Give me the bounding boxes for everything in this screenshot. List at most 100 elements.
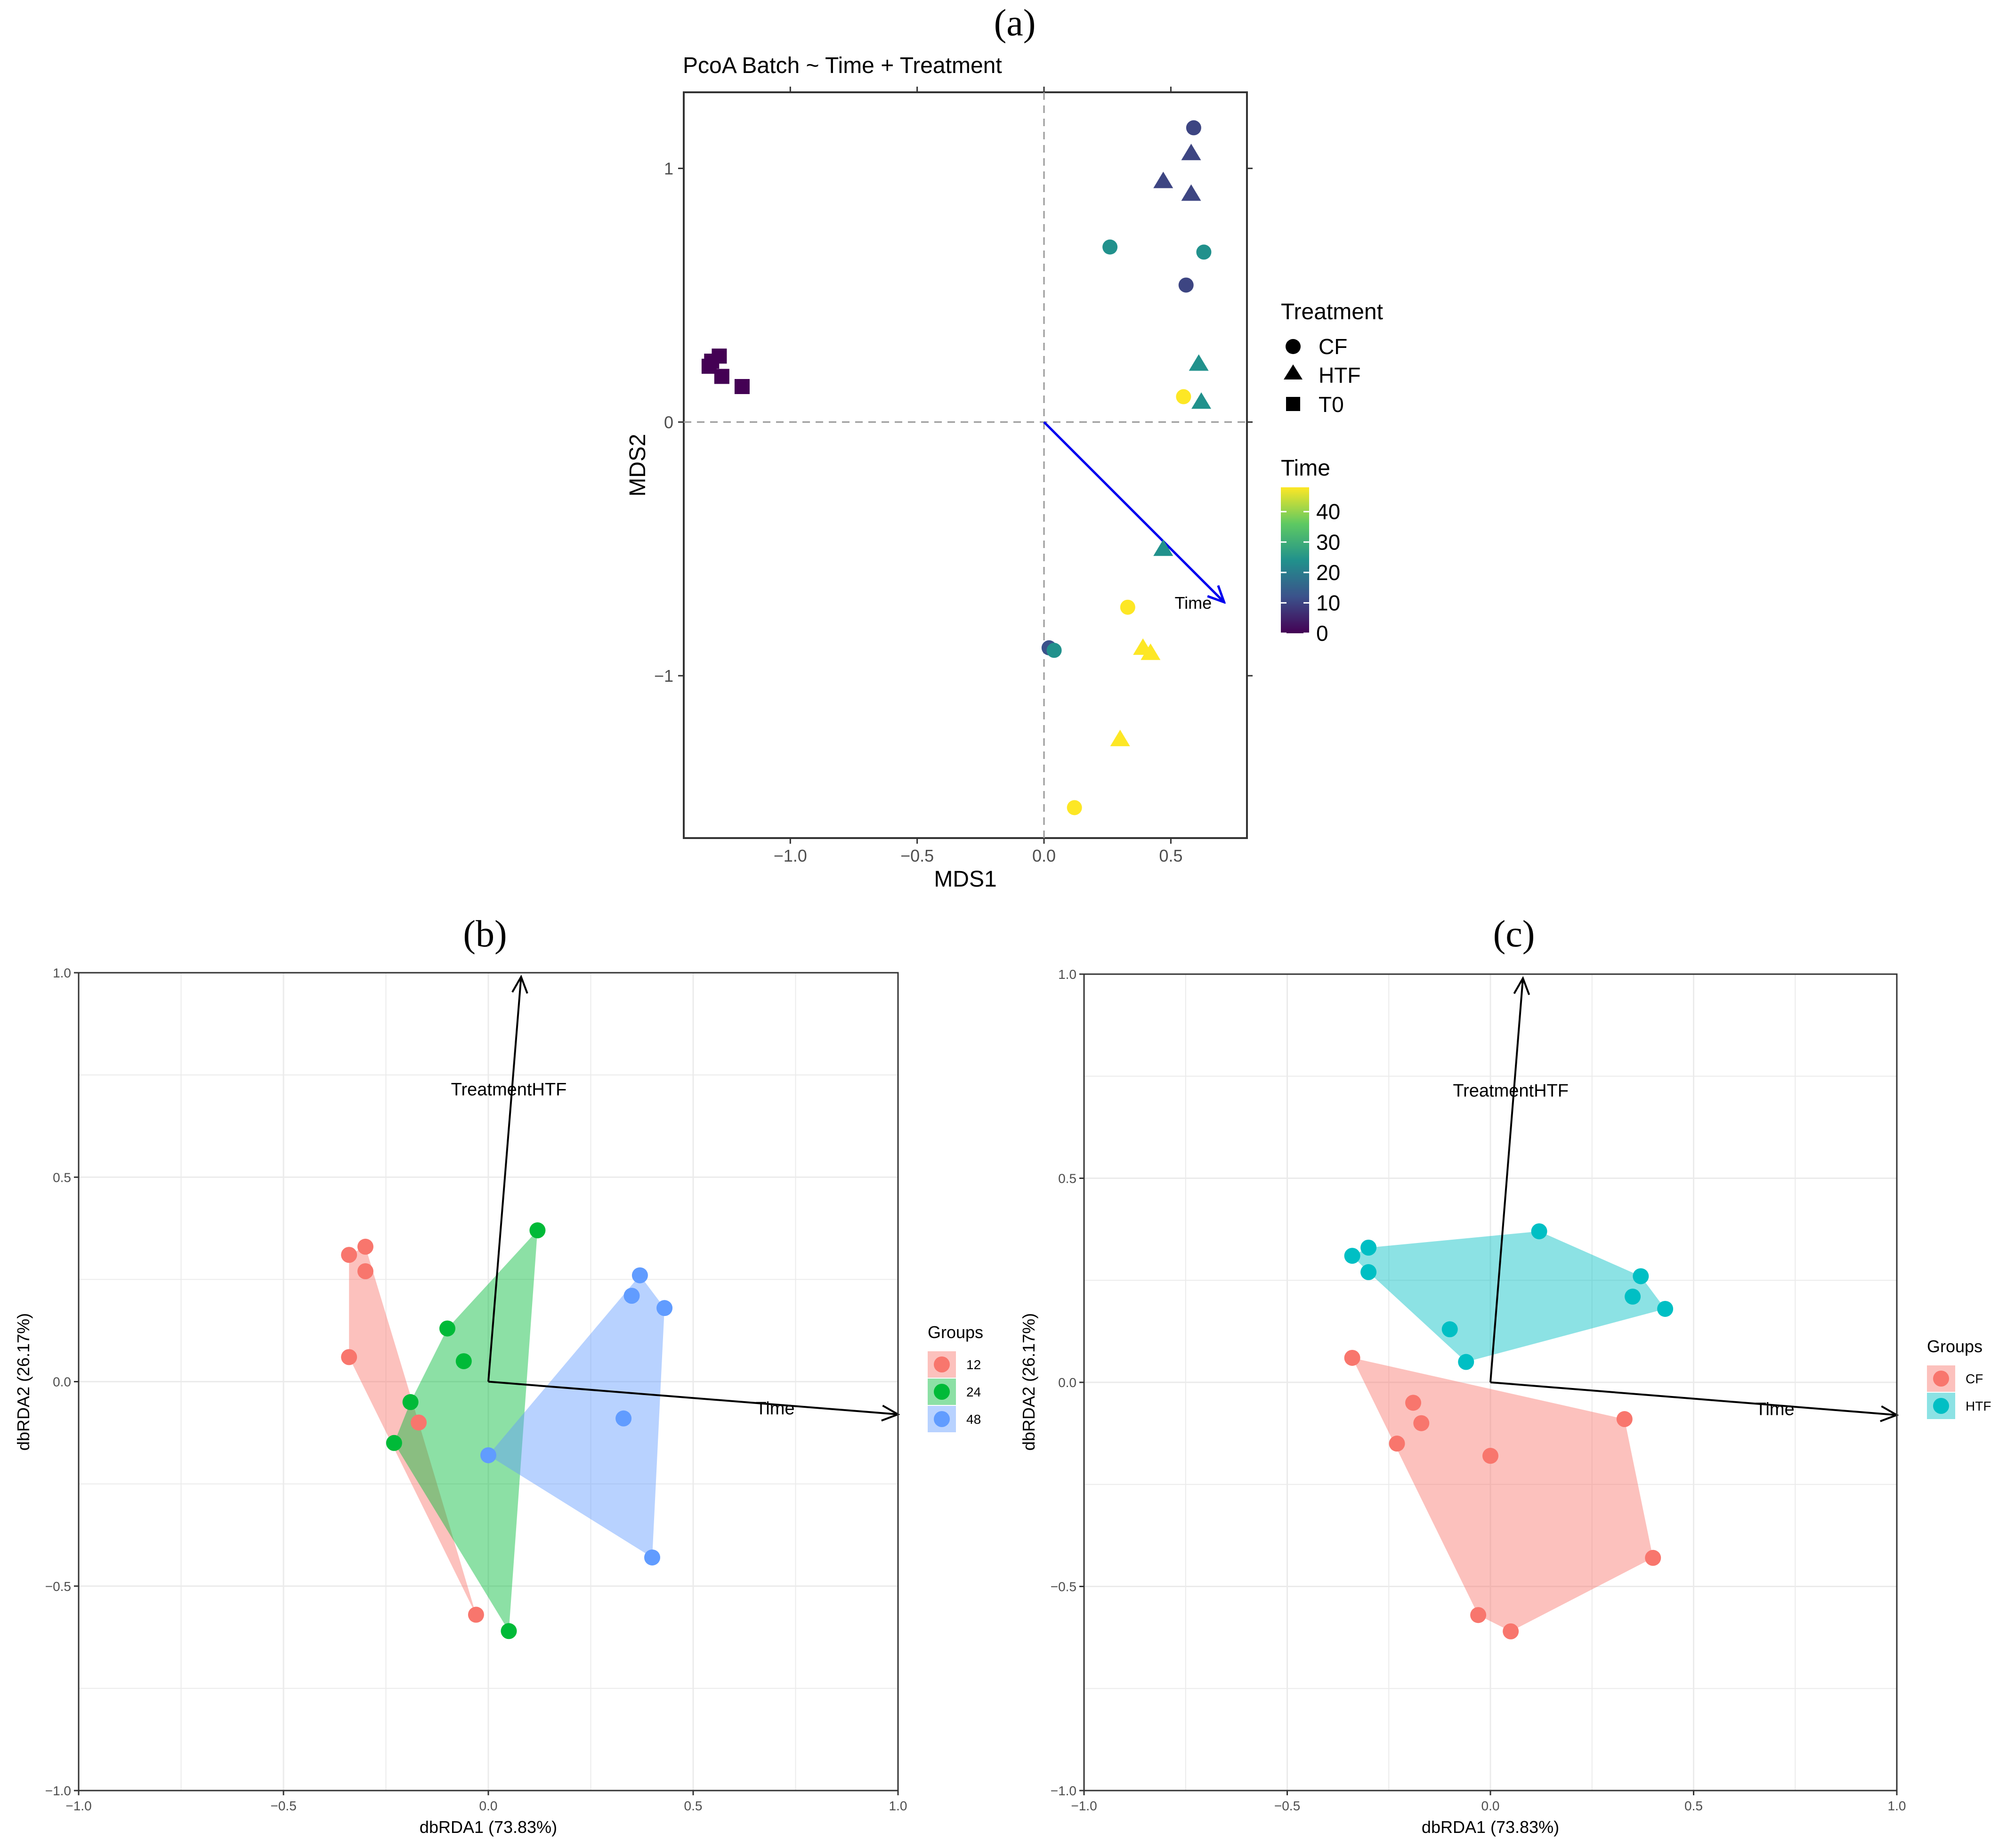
- b-x-tick-label: −1.0: [65, 1799, 91, 1813]
- pcoa-x-tick-label: −0.5: [900, 846, 934, 865]
- pcoa-point-t0: [704, 354, 720, 369]
- c-x-tick-label: 1.0: [1888, 1799, 1906, 1813]
- b-point-12: [341, 1349, 357, 1365]
- time-legend: Time 40 30 20 10 0: [1281, 456, 1340, 646]
- pcoa-points: [701, 120, 1212, 815]
- pcoa-x-tick-label: −1.0: [774, 846, 807, 865]
- c-point-htf: [1360, 1239, 1377, 1256]
- b-vector-arrow: [488, 1380, 898, 1414]
- legend-square-icon: [1286, 397, 1300, 411]
- legend-item-htf: HTF: [1319, 363, 1360, 387]
- legend-item-cf: CF: [1319, 334, 1347, 359]
- c-y-tick-label: 1.0: [1058, 967, 1076, 982]
- b-y-tick-label: 0.5: [53, 1170, 71, 1185]
- pcoa-point-cf: [1046, 643, 1062, 658]
- c-y-tick-label: −1.0: [1051, 1783, 1076, 1798]
- dbrda-treatment-legend: Groups CF HTF: [1927, 1337, 1991, 1419]
- b-point-12: [468, 1606, 484, 1623]
- c-x-tick-label: 0.0: [1481, 1799, 1500, 1813]
- c-point-cf: [1482, 1448, 1498, 1464]
- treatment-legend: Treatment CF HTF T0: [1281, 299, 1383, 417]
- dbrda-groups-points: [341, 1222, 673, 1639]
- b-y-tick-label: −0.5: [45, 1579, 71, 1594]
- dbrda-groups-panel: TreatmentHTF Time −1.0 −0.5 0.0 0.5 1.0 −1.0 −0…: [14, 966, 983, 1837]
- time-colorbar-ticks: 40 30 20 10 0: [1281, 500, 1340, 646]
- pcoa-point-htf: [1153, 171, 1173, 188]
- c-point-htf: [1441, 1321, 1458, 1338]
- c-vector-label-time: Time: [1756, 1399, 1795, 1419]
- pcoa-x-tick-label: 0.0: [1032, 846, 1056, 865]
- b-point-48: [644, 1549, 660, 1566]
- pcoa-y-tick-label: 1: [664, 159, 673, 178]
- legend-circle-icon: [1286, 339, 1301, 354]
- dbrda-treatment-vectors: TreatmentHTF Time: [1453, 978, 1897, 1420]
- dbrda-groups-x-axis-title: dbRDA1 (73.83%): [420, 1817, 557, 1837]
- c-y-tick-label: 0.5: [1058, 1171, 1076, 1186]
- pcoa-point-cf: [1178, 277, 1194, 293]
- panel-label-c: (c): [1493, 913, 1535, 955]
- b-point-12: [341, 1247, 357, 1263]
- b-point-48: [615, 1410, 632, 1427]
- dbrda-treatment-y-axis-title: dbRDA2 (26.17%): [1019, 1313, 1038, 1451]
- c-point-cf: [1503, 1623, 1519, 1639]
- b-point-48: [656, 1300, 673, 1316]
- dbrda-groups-hulls: [349, 1230, 665, 1631]
- c-point-cf: [1616, 1411, 1633, 1428]
- pcoa-point-cf: [1120, 599, 1135, 615]
- pcoa-x-axis-title: MDS1: [934, 867, 996, 892]
- dbrda-treatment-legend-title: Groups: [1927, 1337, 1983, 1356]
- b-point-24: [529, 1222, 546, 1239]
- b-x-tick-label: 0.5: [684, 1799, 703, 1813]
- pcoa-point-htf: [1181, 184, 1201, 201]
- c-point-cf: [1344, 1349, 1360, 1366]
- b-legend-dot: [934, 1411, 950, 1427]
- time-legend-title: Time: [1281, 456, 1330, 481]
- b-point-24: [439, 1320, 455, 1337]
- pcoa-y-axis-title: MDS2: [625, 434, 650, 496]
- b-point-24: [386, 1435, 402, 1451]
- c-y-tick-label: −0.5: [1051, 1580, 1076, 1594]
- dbrda-treatment-ticks: −1.0 −0.5 0.0 0.5 1.0 −1.0 −0.5 0.0 0.5 1.0: [1051, 967, 1906, 1813]
- legend-triangle-icon: [1284, 364, 1303, 379]
- b-hull-24: [394, 1230, 538, 1631]
- b-legend-dot: [934, 1356, 950, 1372]
- dbrda-groups-y-axis-title: dbRDA2 (26.17%): [14, 1313, 33, 1451]
- b-x-tick-label: 1.0: [889, 1799, 907, 1813]
- panel-label-a: (a): [994, 2, 1036, 44]
- colorbar-tick-label: 10: [1316, 590, 1340, 615]
- c-point-cf: [1470, 1607, 1487, 1623]
- dbrda-treatment-x-axis-title: dbRDA1 (73.83%): [1422, 1817, 1559, 1837]
- b-x-tick-label: 0.0: [479, 1799, 498, 1813]
- c-point-htf: [1360, 1264, 1377, 1280]
- b-vector-arrow: [487, 977, 521, 1382]
- dbrda-groups-legend: Groups 12 24 48: [928, 1323, 983, 1432]
- b-point-48: [480, 1447, 496, 1463]
- c-point-htf: [1344, 1248, 1360, 1264]
- colorbar-tick-label: 40: [1316, 500, 1340, 524]
- c-x-tick-label: −0.5: [1274, 1799, 1300, 1813]
- b-x-tick-label: −0.5: [270, 1799, 296, 1813]
- dbrda-groups-vectors: TreatmentHTF Time: [451, 977, 898, 1419]
- pcoa-point-cf: [1176, 389, 1191, 404]
- pcoa-point-cf: [1186, 120, 1201, 136]
- c-hull-htf: [1352, 1231, 1666, 1362]
- dbrda-treatment-points: [1344, 1223, 1674, 1639]
- pcoa-x-tick-label: 0.5: [1159, 846, 1182, 865]
- c-legend-label: HTF: [1966, 1399, 1991, 1413]
- b-hull-48: [488, 1275, 665, 1557]
- pcoa-point-cf: [1067, 800, 1082, 815]
- b-y-tick-label: 1.0: [53, 966, 71, 980]
- b-vector-label-time: Time: [755, 1399, 794, 1419]
- c-vector-arrow: [1489, 978, 1523, 1383]
- c-vector-arrow: [1490, 1381, 1897, 1415]
- dbrda-groups-legend-title: Groups: [928, 1323, 983, 1342]
- b-point-12: [411, 1414, 427, 1431]
- c-point-htf: [1458, 1354, 1474, 1370]
- time-colorbar: [1281, 487, 1309, 633]
- c-y-tick-label: 0.0: [1058, 1375, 1076, 1390]
- pcoa-panel: PcoA Batch ~ Time + Treatment −1.0 −0.5 0.…: [625, 53, 1383, 892]
- b-point-24: [501, 1623, 517, 1639]
- c-x-tick-label: −1.0: [1071, 1799, 1097, 1813]
- b-legend-label: 24: [966, 1385, 981, 1399]
